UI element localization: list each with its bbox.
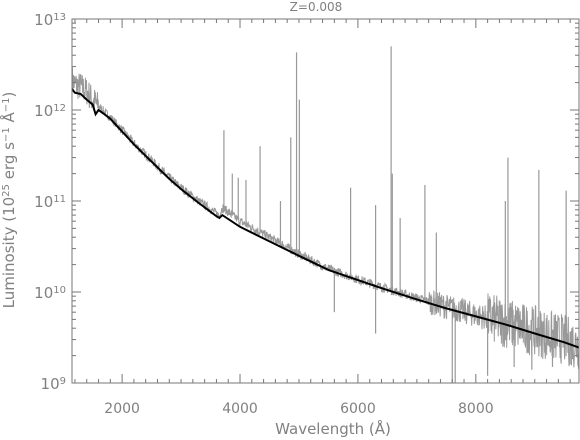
y-tick-label: 1012 [34,102,66,120]
stellar-continuum-line [71,88,580,349]
x-tick-label: 4000 [222,401,258,417]
y-tick-label: 1011 [34,193,66,211]
y-tick-label: 1010 [34,284,66,302]
plot-area [71,46,580,383]
gray-spectrum-continuum [71,67,580,369]
chart-title: Z=0.008 [290,0,343,14]
x-tick-label: 6000 [340,401,376,417]
y-axis: 109 1010 1011 1012 1013 [34,11,579,393]
y-axis-label: Luminosity (1025 erg s−1 Å−1) [0,92,18,309]
x-tick-label: 8000 [458,401,494,417]
y-tick-label: 1013 [34,11,66,29]
x-tick-label: 2000 [104,401,140,417]
y-tick-label: 109 [41,375,66,393]
x-axis: 2000 4000 6000 8000 [74,19,571,417]
model-spectrum-with-lines [71,46,580,383]
x-axis-label: Wavelength (Å) [275,419,391,438]
